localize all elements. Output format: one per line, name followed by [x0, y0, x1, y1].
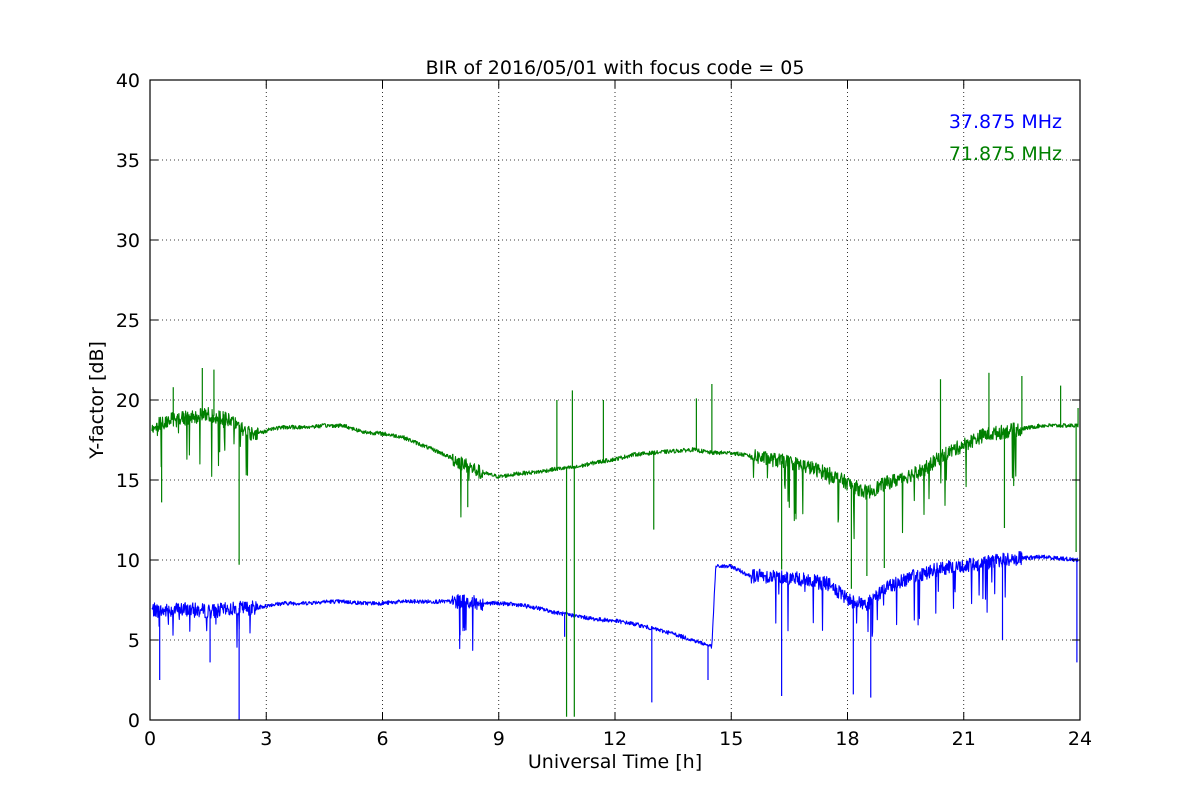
series-line-0: [151, 550, 1079, 651]
x-tick-label: 15: [719, 728, 743, 750]
x-tick-label: 3: [260, 728, 272, 750]
legend-entry: 37.875 MHz: [949, 111, 1062, 133]
x-tick-label: 21: [952, 728, 976, 750]
x-tick-label: 18: [835, 728, 859, 750]
series-layer: [151, 368, 1079, 720]
x-tick-label: 0: [144, 728, 156, 750]
x-tick-label: 12: [603, 728, 627, 750]
tick-labels: 0 3 6 9 12 15 18 21 24 0 5 10 15 20 25 30 35 40: [116, 70, 1092, 750]
legend: 37.875 MHz 71.875 MHz: [949, 111, 1062, 165]
y-tick-label: 5: [128, 630, 140, 652]
grid: [150, 80, 1080, 720]
y-tick-label: 0: [128, 710, 140, 732]
x-tick-label: 24: [1068, 728, 1092, 750]
chart-title: BIR of 2016/05/01 with focus code = 05: [426, 57, 805, 79]
y-tick-label: 40: [116, 70, 140, 92]
y-tick-label: 30: [116, 230, 140, 252]
series-line-1: [151, 406, 1079, 540]
y-tick-label: 35: [116, 150, 140, 172]
y-tick-label: 15: [116, 470, 140, 492]
y-axis-label: Y-factor [dB]: [86, 341, 108, 460]
x-tick-label: 9: [493, 728, 505, 750]
legend-entry: 71.875 MHz: [949, 143, 1062, 165]
y-tick-label: 20: [116, 390, 140, 412]
x-axis-label: Universal Time [h]: [528, 751, 702, 773]
y-tick-label: 10: [116, 550, 140, 572]
ticks: [149, 79, 1081, 721]
x-tick-label: 6: [376, 728, 388, 750]
y-tick-label: 25: [116, 310, 140, 332]
